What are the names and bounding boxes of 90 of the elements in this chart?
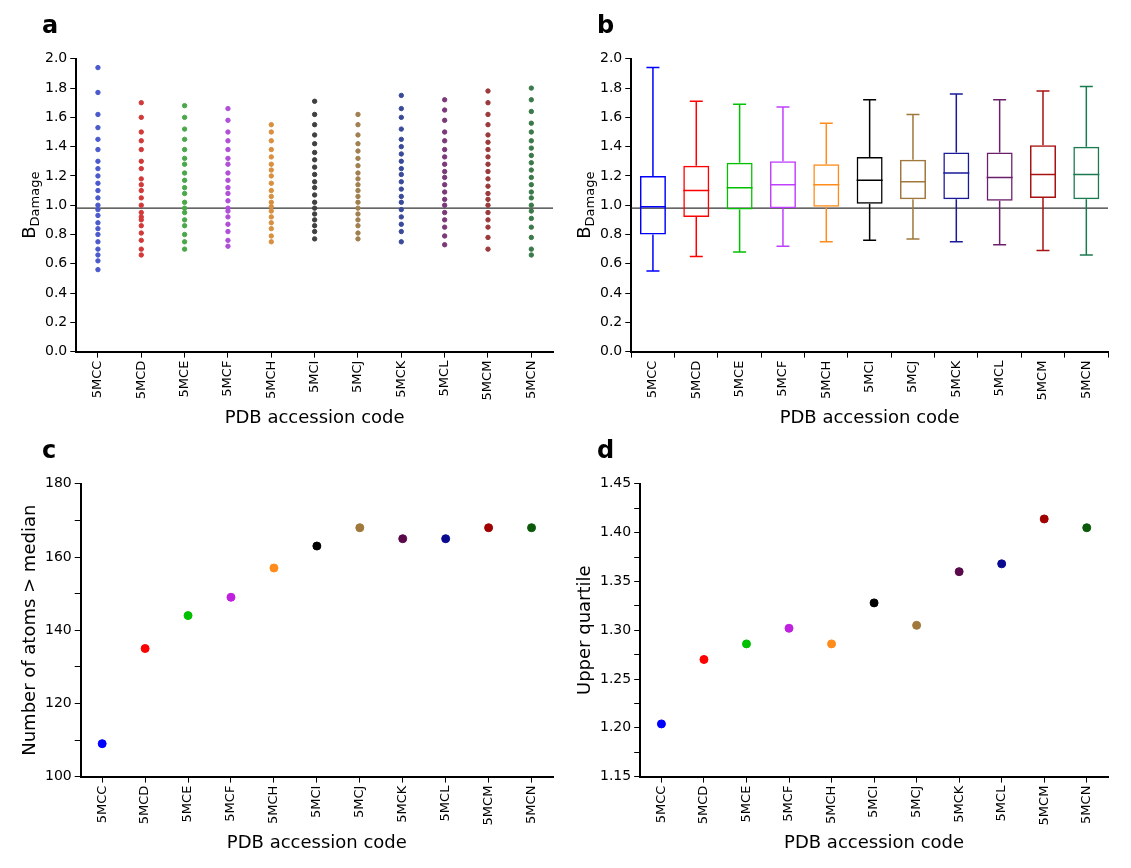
y-tick-label: 180	[44, 474, 72, 491]
chart-title: b	[597, 10, 615, 39]
x-tick-label: 5MCK	[950, 785, 966, 823]
x-tick-label: 5MCN	[522, 360, 538, 399]
y-tick-label: 120	[44, 694, 72, 711]
y-tick-label: 1.8	[45, 78, 68, 95]
x-tick-label: 5MCC	[644, 360, 660, 399]
y-tick-label: 2.0	[45, 49, 68, 66]
y-tick-label: 1.0	[600, 195, 623, 212]
y-tick-label: 1.4	[600, 137, 623, 154]
y-tick-label: 0.2	[45, 312, 68, 329]
y-tick-label: 0.8	[45, 225, 68, 242]
y-tick-label: 1.45	[600, 474, 632, 491]
x-axis-title: PDB accession code	[224, 405, 405, 427]
y-tick-label: 1.6	[600, 108, 623, 124]
y-axis-title: Number of atoms > median	[17, 504, 39, 756]
x-tick-label: 5MCL	[993, 784, 1009, 822]
x-tick-label: 5MCF	[774, 360, 790, 397]
y-axis-title: Upper quartile	[572, 565, 594, 696]
y-tick-label: 0.0	[45, 342, 68, 359]
chart-title: c	[42, 435, 57, 464]
x-tick-label: 5MCF	[219, 360, 235, 397]
x-tick-label: 5MCE	[179, 785, 195, 823]
x-tick-label: 5MCI	[306, 360, 322, 394]
y-tick-label: 0.6	[45, 254, 68, 271]
x-tick-label: 5MCE	[730, 360, 746, 398]
x-tick-label: 5MCL	[436, 359, 452, 397]
x-tick-label: 5MCF	[780, 785, 796, 822]
chart-title: d	[597, 435, 615, 464]
x-axis-title: PDB accession code	[779, 405, 960, 427]
y-tick-label: 1.6	[45, 108, 68, 124]
chart-title: a	[42, 10, 59, 39]
x-tick-label: 5MCK	[394, 785, 410, 823]
x-tick-label: 5MCD	[136, 785, 152, 825]
x-tick-label: 5MCD	[687, 360, 703, 400]
y-tick-label: 1.8	[600, 78, 623, 95]
x-tick-label: 5MCI	[308, 785, 324, 819]
y-tick-label: 0.6	[600, 254, 623, 271]
x-tick-label: 5MCN	[1078, 785, 1094, 824]
y-axis-title: BDamage	[572, 171, 597, 239]
x-tick-label: 5MCK	[392, 360, 408, 398]
y-tick-label: 1.25	[600, 669, 632, 686]
x-tick-label: 5MCJ	[351, 785, 367, 819]
x-axis-title: PDB accession code	[226, 830, 407, 852]
y-tick-label: 0.4	[600, 283, 623, 300]
x-tick-label: 5MCH	[822, 785, 838, 824]
x-tick-label: 5MCN	[1077, 360, 1093, 399]
y-tick-label: 2.0	[600, 49, 623, 66]
x-tick-label: 5MCL	[437, 784, 453, 822]
y-tick-label: 160	[44, 547, 72, 564]
y-tick-label: 1.0	[45, 195, 68, 212]
y-tick-label: 0.2	[600, 312, 623, 329]
x-tick-label: 5MCC	[89, 360, 105, 399]
y-tick-label: 0.4	[45, 283, 68, 300]
x-tick-label: 5MCH	[262, 360, 278, 399]
x-tick-label: 5MCC	[93, 785, 109, 824]
x-tick-label: 5MCN	[522, 785, 538, 824]
y-tick-label: 1.2	[45, 166, 68, 183]
x-tick-label: 5MCM	[1035, 785, 1051, 826]
y-tick-label: 1.2	[600, 166, 623, 183]
x-tick-label: 5MCJ	[349, 360, 365, 394]
x-tick-label: 5MCH	[265, 785, 281, 824]
y-tick-label: 1.4	[45, 137, 68, 154]
x-tick-label: 5MCF	[222, 785, 238, 822]
x-tick-label: 5MCH	[817, 360, 833, 399]
x-tick-label: 5MCC	[652, 785, 668, 824]
y-tick-label: 140	[44, 620, 72, 637]
x-tick-label: 5MCJ	[907, 785, 923, 819]
x-tick-label: 5MCE	[175, 360, 191, 398]
x-tick-label: 5MCM	[479, 785, 495, 826]
x-tick-label: 5MCM	[479, 360, 495, 401]
y-tick-label: 100	[44, 767, 72, 784]
x-tick-label: 5MCI	[861, 360, 877, 394]
x-tick-label: 5MCJ	[904, 360, 920, 394]
x-tick-label: 5MCD	[132, 360, 148, 400]
y-tick-label: 0.8	[600, 225, 623, 242]
x-tick-label: 5MCL	[991, 359, 1007, 397]
y-tick-label: 1.35	[600, 572, 632, 589]
y-tick-label: 1.20	[600, 718, 632, 735]
x-tick-label: 5MCE	[737, 785, 753, 823]
x-tick-label: 5MCK	[947, 360, 963, 398]
y-tick-label: 1.30	[600, 620, 632, 637]
x-tick-label: 5MCM	[1034, 360, 1050, 401]
x-axis-title: PDB accession code	[784, 830, 965, 852]
y-tick-label: 1.40	[600, 523, 632, 540]
y-tick-label: 0.0	[600, 342, 623, 359]
y-tick-label: 1.15	[600, 767, 632, 784]
y-axis-title: BDamage	[17, 171, 42, 239]
x-tick-label: 5MCD	[695, 785, 711, 825]
x-tick-label: 5MCI	[865, 785, 881, 819]
